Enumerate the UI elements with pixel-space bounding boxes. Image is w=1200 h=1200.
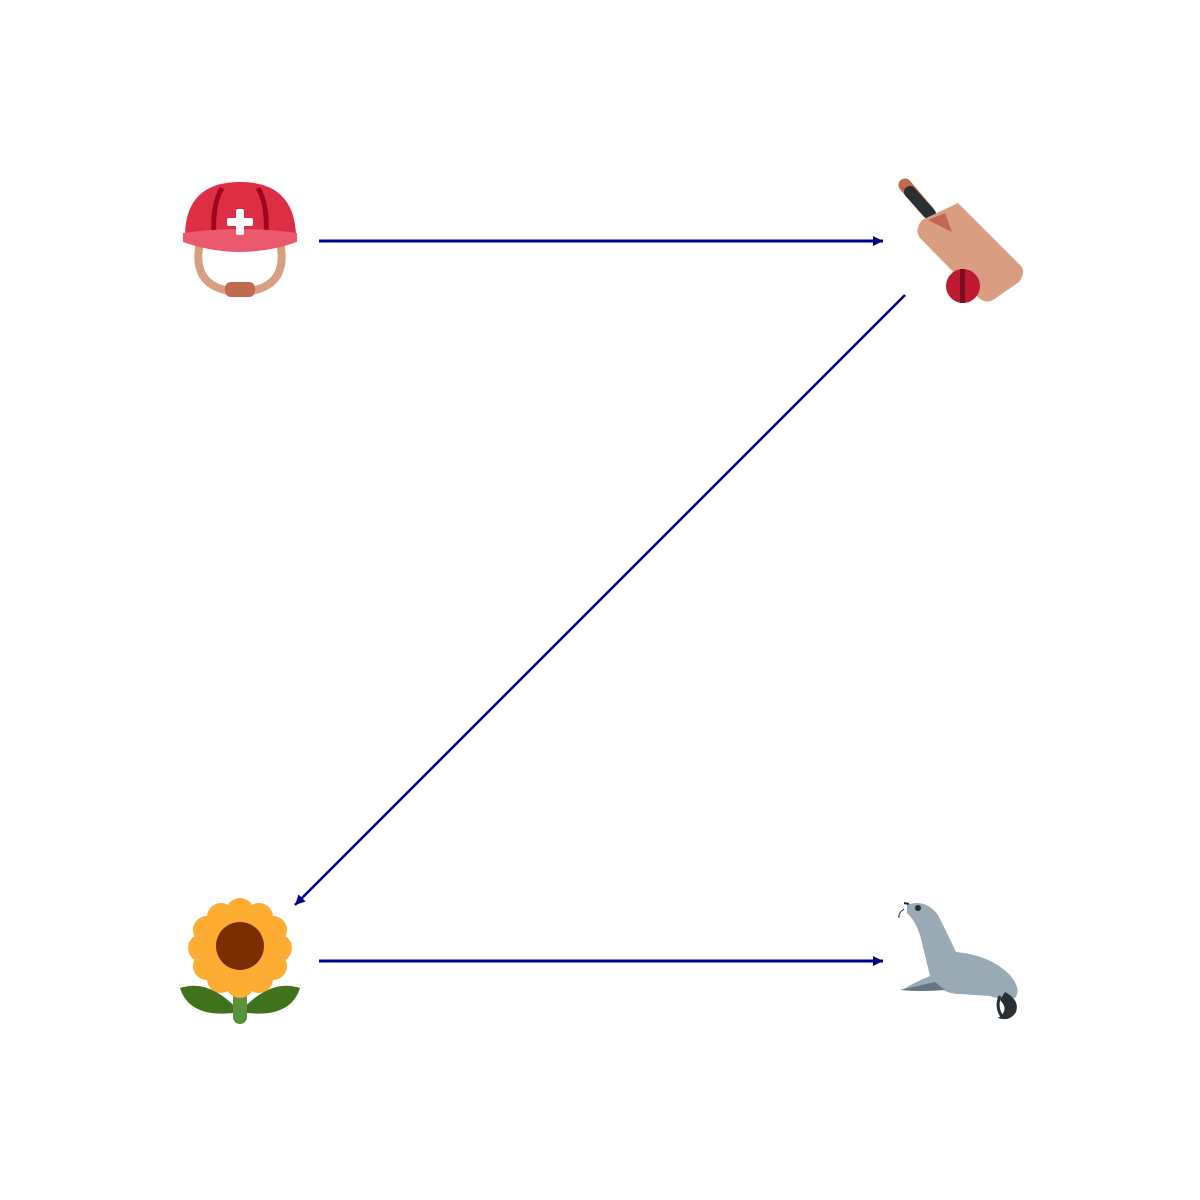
rescue-worker-helmet-icon [183, 182, 297, 297]
seal-icon [898, 902, 1018, 1020]
cricket-bat-and-ball-icon [898, 178, 1024, 303]
edge-cricket-to-sunflower [294, 294, 906, 906]
sunflower-icon [180, 898, 300, 1024]
